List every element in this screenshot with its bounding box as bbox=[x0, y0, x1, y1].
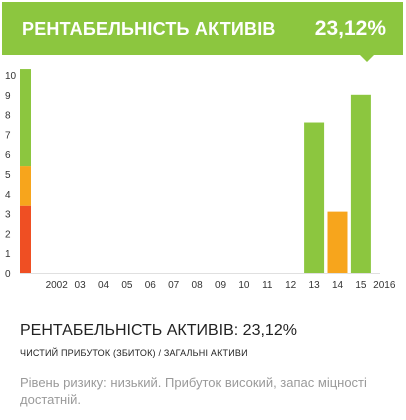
metric-title: РЕНТАБЕЛЬНІСТЬ АКТИВІВ bbox=[22, 19, 276, 39]
y-tick-label: 6 bbox=[5, 150, 11, 161]
bar-14 bbox=[327, 211, 348, 273]
x-tick-label: 13 bbox=[309, 280, 321, 291]
formula-title: РЕНТАБЕЛЬНІСТЬ АКТИВІВ: 23,12% bbox=[20, 322, 297, 340]
x-tick-label: 04 bbox=[98, 280, 110, 291]
y-tick-label: 9 bbox=[5, 91, 11, 102]
risk-scale-segment-1 bbox=[20, 166, 31, 206]
formula-separator: : bbox=[233, 322, 243, 339]
x-tick-label: 05 bbox=[121, 280, 133, 291]
y-tick-label: 1 bbox=[5, 249, 11, 260]
risk-scale-segment-2 bbox=[20, 69, 31, 167]
metric-header: РЕНТАБЕЛЬНІСТЬ АКТИВІВ 23,12% bbox=[2, 2, 403, 62]
x-tick-label: 09 bbox=[215, 280, 227, 291]
x-tick-label: 2016 bbox=[373, 280, 396, 291]
risk-description: Рівень ризику: низький. Прибуток високий… bbox=[20, 375, 367, 407]
x-tick-label: 2002 bbox=[46, 280, 69, 291]
metric-value: 23,12% bbox=[314, 17, 386, 40]
y-tick-label: 0 bbox=[5, 269, 11, 280]
y-tick-label: 5 bbox=[5, 170, 11, 181]
header-pointer bbox=[360, 55, 374, 62]
y-tick-label: 2 bbox=[5, 229, 11, 240]
x-tick-label: 11 bbox=[262, 280, 273, 291]
bar-13 bbox=[304, 122, 325, 273]
risk-scale-segment-0 bbox=[20, 205, 31, 273]
x-tick-label: 03 bbox=[75, 280, 87, 291]
x-tick-label: 06 bbox=[145, 280, 157, 291]
formula-metric: РЕНТАБЕЛЬНІСТЬ АКТИВІВ bbox=[20, 322, 234, 339]
x-tick-label: 08 bbox=[192, 280, 204, 291]
y-tick-label: 4 bbox=[5, 190, 11, 201]
x-tick-label: 12 bbox=[285, 280, 297, 291]
x-tick-label: 15 bbox=[355, 280, 367, 291]
bar-15 bbox=[350, 94, 371, 273]
formula-description: ЧИСТИЙ ПРИБУТОК (ЗБИТОК) / ЗАГАЛЬНІ АКТИ… bbox=[20, 348, 248, 358]
y-tick-label: 3 bbox=[5, 210, 11, 221]
y-tick-label: 8 bbox=[5, 111, 11, 122]
y-tick-label: 7 bbox=[5, 130, 11, 141]
x-tick-label: 10 bbox=[238, 280, 250, 291]
y-tick-label: 10 bbox=[5, 71, 17, 82]
x-tick-label: 14 bbox=[332, 280, 344, 291]
x-tick-label: 07 bbox=[168, 280, 180, 291]
formula-value: 23,12% bbox=[242, 322, 297, 339]
